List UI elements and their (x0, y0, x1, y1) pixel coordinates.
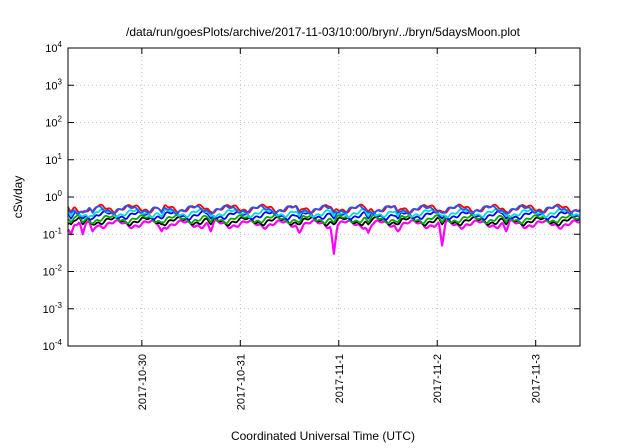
series-line (67, 214, 581, 225)
y-tick-label: 10-2 (43, 264, 63, 279)
x-axis-label: Coordinated Universal Time (UTC) (231, 429, 415, 443)
y-tick-label: 10-4 (43, 338, 63, 353)
x-tick-label: 2017-11-2 (432, 354, 444, 403)
x-tick-labels: 2017-10-30 2017-10-31 2017-11-1 2017-11-2 20… (137, 354, 543, 410)
series-line (67, 219, 581, 255)
y-tick-label: 102 (45, 115, 62, 130)
y-tick-label: 101 (45, 152, 62, 167)
x-tick-label: 2017-10-31 (235, 354, 247, 410)
series-layer (67, 203, 581, 255)
axis-ticks (68, 47, 580, 347)
grid (68, 48, 580, 346)
y-axis-label: cSv/day (11, 176, 25, 219)
y-tick-labels: 10-4 10-3 10-2 10-1 100 101 102 103 104 (43, 40, 63, 353)
series-line (67, 208, 581, 219)
y-tick-label: 10-1 (43, 226, 63, 241)
y-tick-label: 100 (45, 189, 62, 204)
x-tick-label: 2017-11-1 (334, 354, 346, 403)
chart-title: /data/run/goesPlots/archive/2017-11-03/1… (126, 25, 521, 39)
x-tick-label: 2017-10-30 (137, 354, 149, 410)
y-tick-label: 103 (45, 77, 62, 92)
x-tick-label: 2017-11-3 (531, 354, 543, 403)
y-tick-label: 104 (45, 40, 62, 55)
y-tick-label: 10-3 (43, 301, 63, 316)
series-line (67, 204, 581, 215)
series-line (67, 210, 581, 221)
